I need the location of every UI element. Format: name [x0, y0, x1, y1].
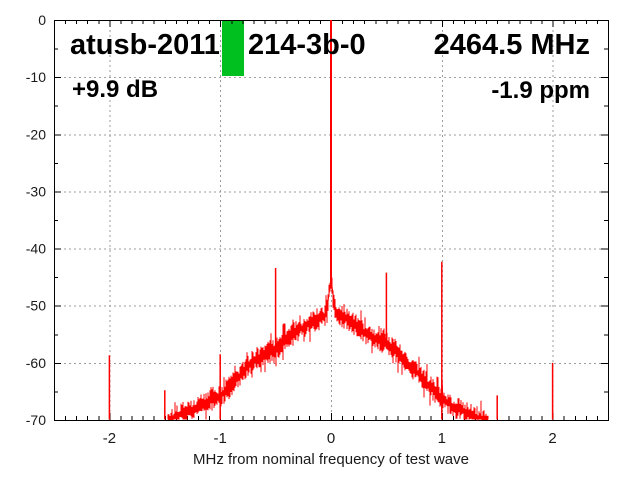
x-tick-label: -1 [214, 430, 227, 447]
y-tick-label: 0 [38, 12, 46, 28]
x-axis-title: MHz from nominal frequency of test wave [193, 451, 469, 468]
y-tick-label: -20 [26, 126, 46, 142]
y-tick-label: -60 [26, 355, 46, 371]
frequency-label: 2464.5 MHz [433, 29, 590, 61]
gain-label: +9.9 dB [72, 76, 159, 103]
noise-trace [168, 283, 488, 422]
ppm-offset-label: -1.9 ppm [491, 77, 590, 104]
x-tick-label: 2 [548, 430, 556, 447]
y-tick-label: -70 [26, 412, 46, 428]
y-tick-label: -50 [26, 298, 46, 314]
y-tick-label: -40 [26, 241, 46, 257]
x-tick-label: 0 [327, 430, 335, 447]
x-tick-label: 1 [438, 430, 446, 447]
test-id-label: 214-3b-0 [248, 29, 366, 61]
y-tick-label: -30 [26, 183, 46, 199]
device-id-label: atusb-2011 [70, 29, 220, 61]
y-tick-label: -10 [26, 69, 46, 85]
channel-marker [221, 20, 245, 76]
spur-spikes [108, 261, 554, 420]
x-tick-label: -2 [103, 430, 116, 447]
